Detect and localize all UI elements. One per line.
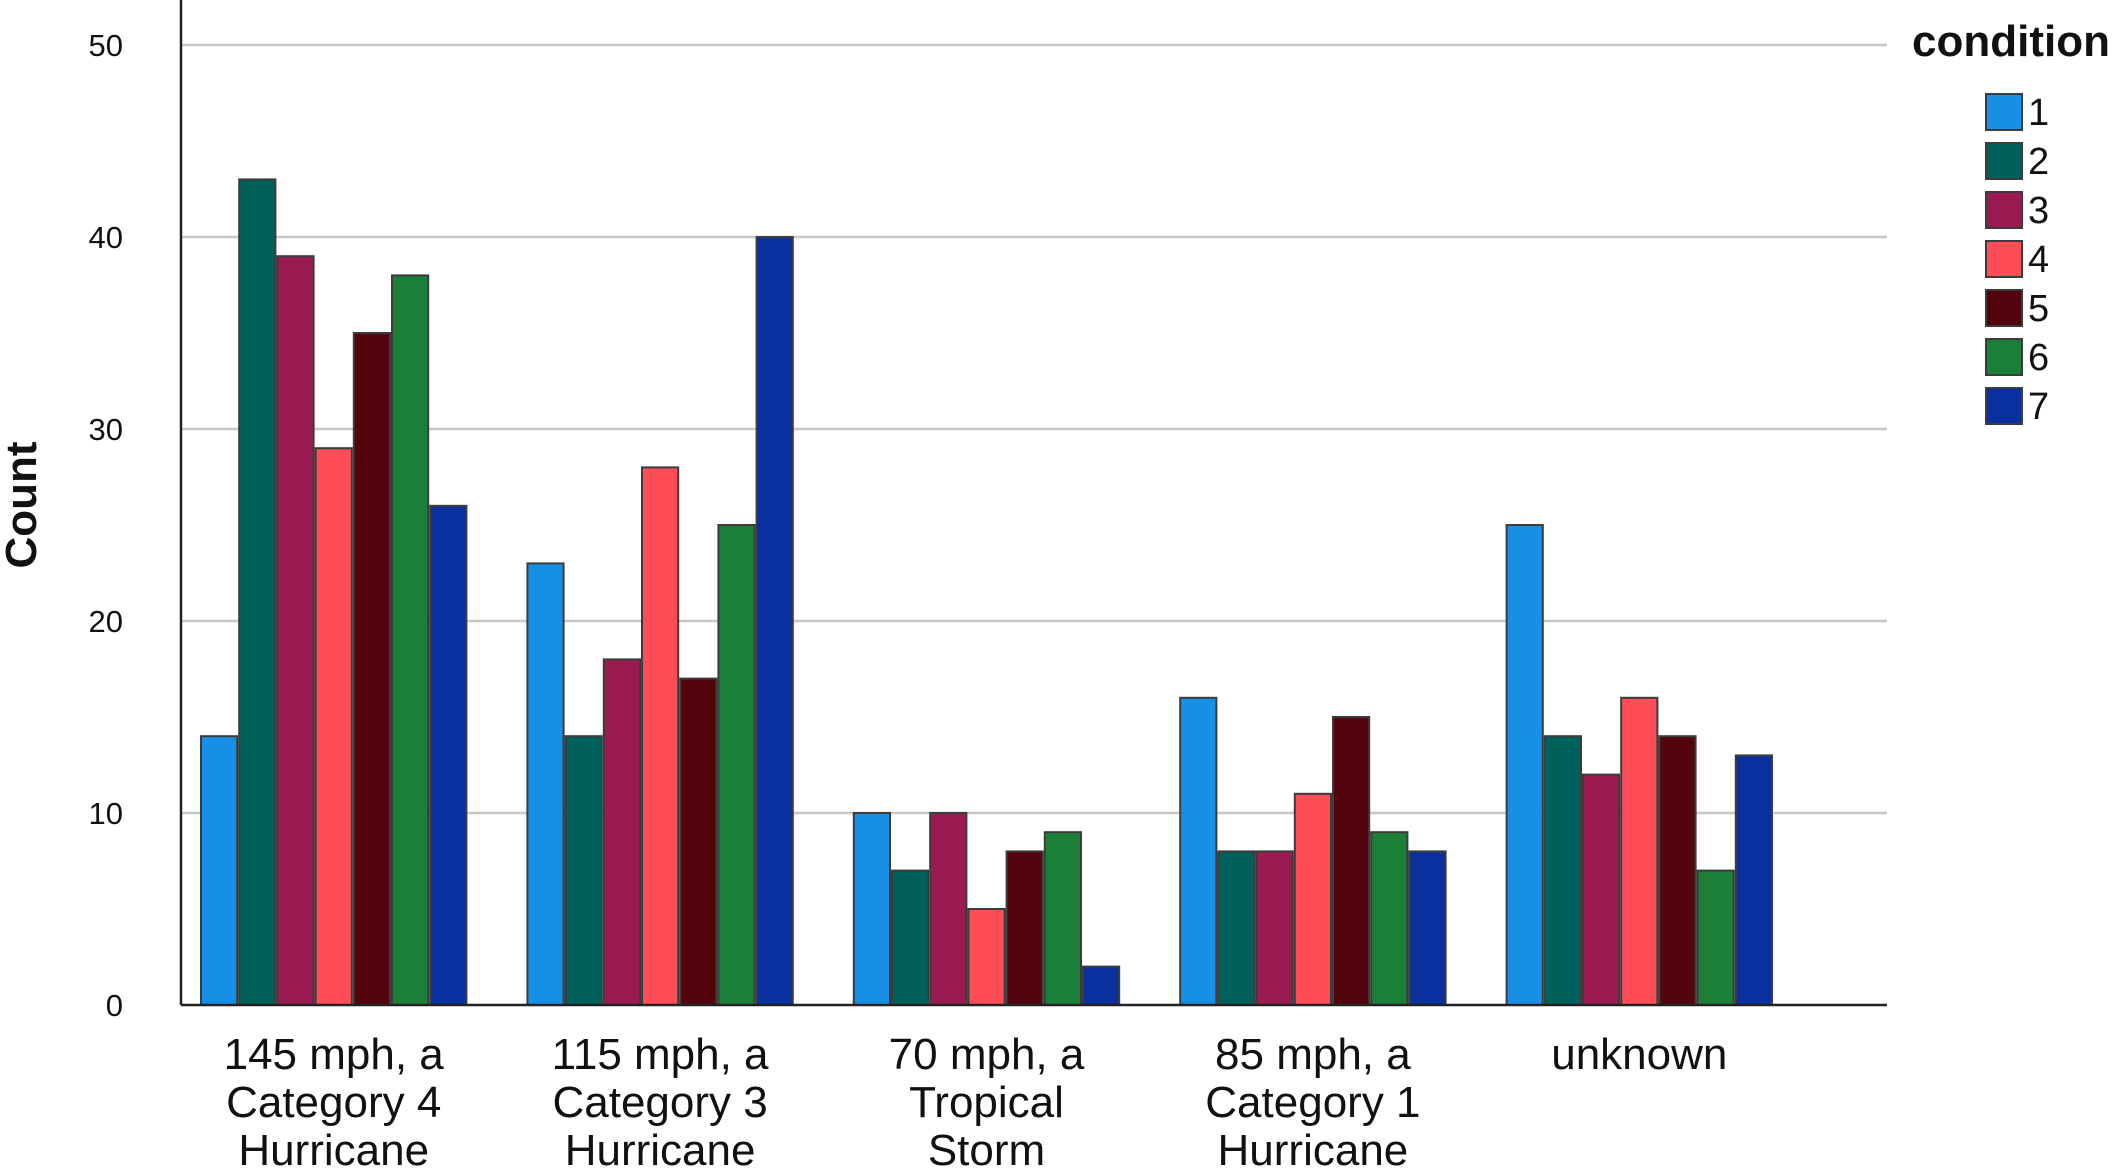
bar-condition-4-group-1 xyxy=(314,447,353,1006)
bar-condition-7-group-5 xyxy=(1734,754,1774,1007)
bar-condition-5-group-3 xyxy=(1005,850,1044,1007)
xtick-label: Category 4 xyxy=(226,1078,441,1127)
bar-condition-6-group-5 xyxy=(1696,869,1735,1006)
legend-swatch-5 xyxy=(1985,289,2023,327)
bar-condition-1-group-4 xyxy=(1179,696,1218,1006)
xtick-label: 145 mph, a xyxy=(224,1030,445,1079)
xtick-label: Category 1 xyxy=(1205,1078,1420,1127)
bar-condition-4-group-2 xyxy=(641,466,680,1006)
legend-swatch-6 xyxy=(1985,338,2023,376)
bar-condition-7-group-1 xyxy=(429,504,468,1006)
legend-label-5: 5 xyxy=(2028,288,2049,330)
y-axis-title: Count xyxy=(0,441,46,568)
ytick-label: 10 xyxy=(89,796,123,831)
xtick-label: Hurricane xyxy=(565,1126,756,1169)
bar-condition-2-group-3 xyxy=(891,869,930,1006)
bar-condition-6-group-1 xyxy=(391,274,430,1006)
bar-condition-5-group-4 xyxy=(1332,716,1371,1006)
bar-condition-3-group-2 xyxy=(602,658,641,1007)
legend-swatch-3 xyxy=(1985,191,2023,229)
bar-condition-3-group-4 xyxy=(1255,850,1294,1007)
bar-condition-6-group-2 xyxy=(717,524,756,1006)
bar-condition-3-group-5 xyxy=(1582,773,1621,1006)
bar-condition-1-group-2 xyxy=(526,562,565,1007)
bar-condition-7-group-2 xyxy=(755,236,794,1006)
legend-label-1: 1 xyxy=(2028,92,2049,134)
bar-condition-2-group-5 xyxy=(1543,735,1583,1006)
bar-condition-7-group-3 xyxy=(1082,965,1121,1006)
ytick-label: 0 xyxy=(106,988,123,1023)
legend-swatch-2 xyxy=(1985,142,2023,180)
legend-label-7: 7 xyxy=(2028,386,2049,428)
legend-title: condition xyxy=(1912,17,2110,66)
bar-condition-4-group-4 xyxy=(1293,792,1333,1006)
xtick-label: Storm xyxy=(928,1126,1045,1169)
ytick-label: 40 xyxy=(89,220,123,255)
xtick-label: unknown xyxy=(1551,1030,1727,1079)
bar-condition-6-group-3 xyxy=(1043,831,1083,1007)
ytick-label: 20 xyxy=(89,604,123,639)
xtick-label: Hurricane xyxy=(1218,1126,1409,1169)
bar-condition-4-group-3 xyxy=(967,908,1006,1006)
bar-condition-2-group-4 xyxy=(1217,850,1256,1007)
ytick-label: 30 xyxy=(89,412,123,447)
bar-condition-7-group-4 xyxy=(1408,850,1447,1007)
bar-condition-5-group-2 xyxy=(679,677,718,1006)
bar-condition-1-group-1 xyxy=(200,735,239,1006)
bar-condition-6-group-4 xyxy=(1370,831,1409,1007)
bar-condition-5-group-1 xyxy=(352,332,391,1006)
legend-label-4: 4 xyxy=(2028,239,2049,281)
xtick-label: 70 mph, a xyxy=(889,1030,1085,1079)
bar-condition-1-group-3 xyxy=(852,812,891,1006)
xtick-label: 85 mph, a xyxy=(1215,1030,1411,1079)
xtick-label: Category 3 xyxy=(552,1078,767,1127)
bar-condition-2-group-2 xyxy=(564,735,603,1006)
legend-swatch-4 xyxy=(1985,240,2023,278)
bar-condition-3-group-1 xyxy=(276,255,315,1006)
xtick-label: 115 mph, a xyxy=(552,1030,769,1079)
bar-condition-2-group-1 xyxy=(238,178,277,1006)
bar-condition-5-group-5 xyxy=(1658,735,1697,1006)
bar-condition-1-group-5 xyxy=(1505,524,1544,1006)
xtick-label: Tropical xyxy=(909,1078,1064,1127)
legend-label-3: 3 xyxy=(2028,190,2049,232)
axis-layer xyxy=(179,0,1887,1007)
bar-condition-4-group-5 xyxy=(1620,696,1659,1006)
legend-label-2: 2 xyxy=(2028,141,2049,183)
legend-swatch-1 xyxy=(1985,93,2023,131)
legend: condition 1 2 3 4 5 6 7 xyxy=(1912,17,2110,428)
ytick-label: 50 xyxy=(89,28,123,63)
legend-swatch-7 xyxy=(1985,387,2023,425)
bar-condition-3-group-3 xyxy=(929,812,968,1006)
bar-layer xyxy=(200,178,1774,1007)
xtick-label: Hurricane xyxy=(238,1126,429,1169)
legend-label-6: 6 xyxy=(2028,337,2049,379)
